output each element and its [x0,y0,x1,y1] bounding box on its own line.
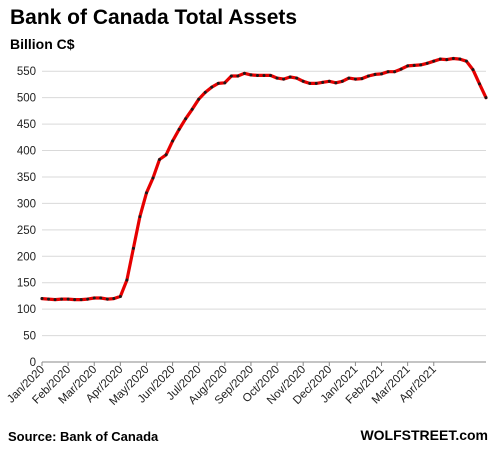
chart-title: Bank of Canada Total Assets [10,6,298,29]
data-point [347,76,351,80]
data-point [197,97,201,101]
data-point [118,294,122,298]
y-tick-label: 350 [17,172,36,184]
data-point [53,298,57,302]
data-point [360,77,364,81]
y-tick-label: 550 [17,66,36,78]
data-point [151,176,155,180]
y-tick-label: 200 [17,251,36,263]
data-point [308,81,312,85]
data-point [105,297,109,301]
data-point [40,297,44,301]
data-point [438,57,442,61]
data-point [73,298,77,302]
data-point [203,90,207,94]
data-point [353,77,357,81]
data-point [471,68,475,72]
data-point [399,67,403,71]
y-tick-label: 50 [23,331,36,343]
data-point [464,59,468,63]
data-point [340,79,344,83]
data-point [451,57,455,61]
data-point [406,64,410,68]
data-point [445,58,449,62]
data-point [419,63,423,67]
data-point [66,297,70,301]
data-point [242,71,246,75]
data-point [295,76,299,80]
data-point [321,80,325,84]
data-point [301,79,305,83]
data-point [223,81,227,85]
source-note: Source: Bank of Canada [8,429,159,444]
y-tick-label: 450 [17,119,36,131]
data-point [249,73,253,77]
chart-subtitle: Billion C$ [10,36,75,52]
data-point [373,72,377,76]
y-tick-label: 150 [17,278,36,290]
data-point [458,57,462,61]
data-point [282,77,286,81]
data-point [164,153,168,157]
y-tick-label: 300 [17,198,36,210]
data-point [131,246,135,250]
x-axis-ticks: Jan/2020Feb/2020Mar/2020Apr/2020May/2020… [5,362,439,408]
data-point [216,81,220,85]
data-point [47,297,51,301]
data-point [99,296,103,300]
data-point [288,75,292,79]
data-point [269,73,273,77]
data-point [327,79,331,83]
data-point [366,74,370,78]
data-point [484,96,488,100]
data-point [236,74,240,78]
data-point [210,85,214,89]
data-point [412,63,416,67]
data-point [125,278,129,282]
data-point [171,139,175,143]
data-point [92,296,96,300]
data-point [144,191,148,195]
data-point [334,81,338,85]
data-point [386,70,390,74]
data-point [425,61,429,65]
data-point [138,215,142,219]
y-tick-label: 250 [17,225,36,237]
data-point [190,107,194,111]
y-tick-label: 400 [17,146,36,158]
data-point [60,297,64,301]
data-point [255,73,259,77]
data-point [158,158,162,162]
data-point [393,70,397,74]
y-tick-label: 500 [17,93,36,105]
gridlines [42,70,486,337]
data-point [184,117,188,121]
series-line [40,56,488,302]
data-point [79,298,83,302]
data-point [432,59,436,63]
data-point [177,127,181,131]
data-point [380,72,384,76]
data-point [262,73,266,77]
data-point [477,82,481,86]
data-point [86,297,90,301]
y-axis-ticks: 0 50 100 150 200 250 300 350 400 450 500 550 [17,66,36,369]
y-tick-label: 100 [17,304,36,316]
data-point [275,76,279,80]
brand-logo-text: WOLFSTREET.com [360,427,488,443]
data-point [112,297,116,301]
data-point [314,81,318,85]
series-total-assets [40,56,488,302]
data-point [229,74,233,78]
y-tick-label: 0 [30,357,36,369]
